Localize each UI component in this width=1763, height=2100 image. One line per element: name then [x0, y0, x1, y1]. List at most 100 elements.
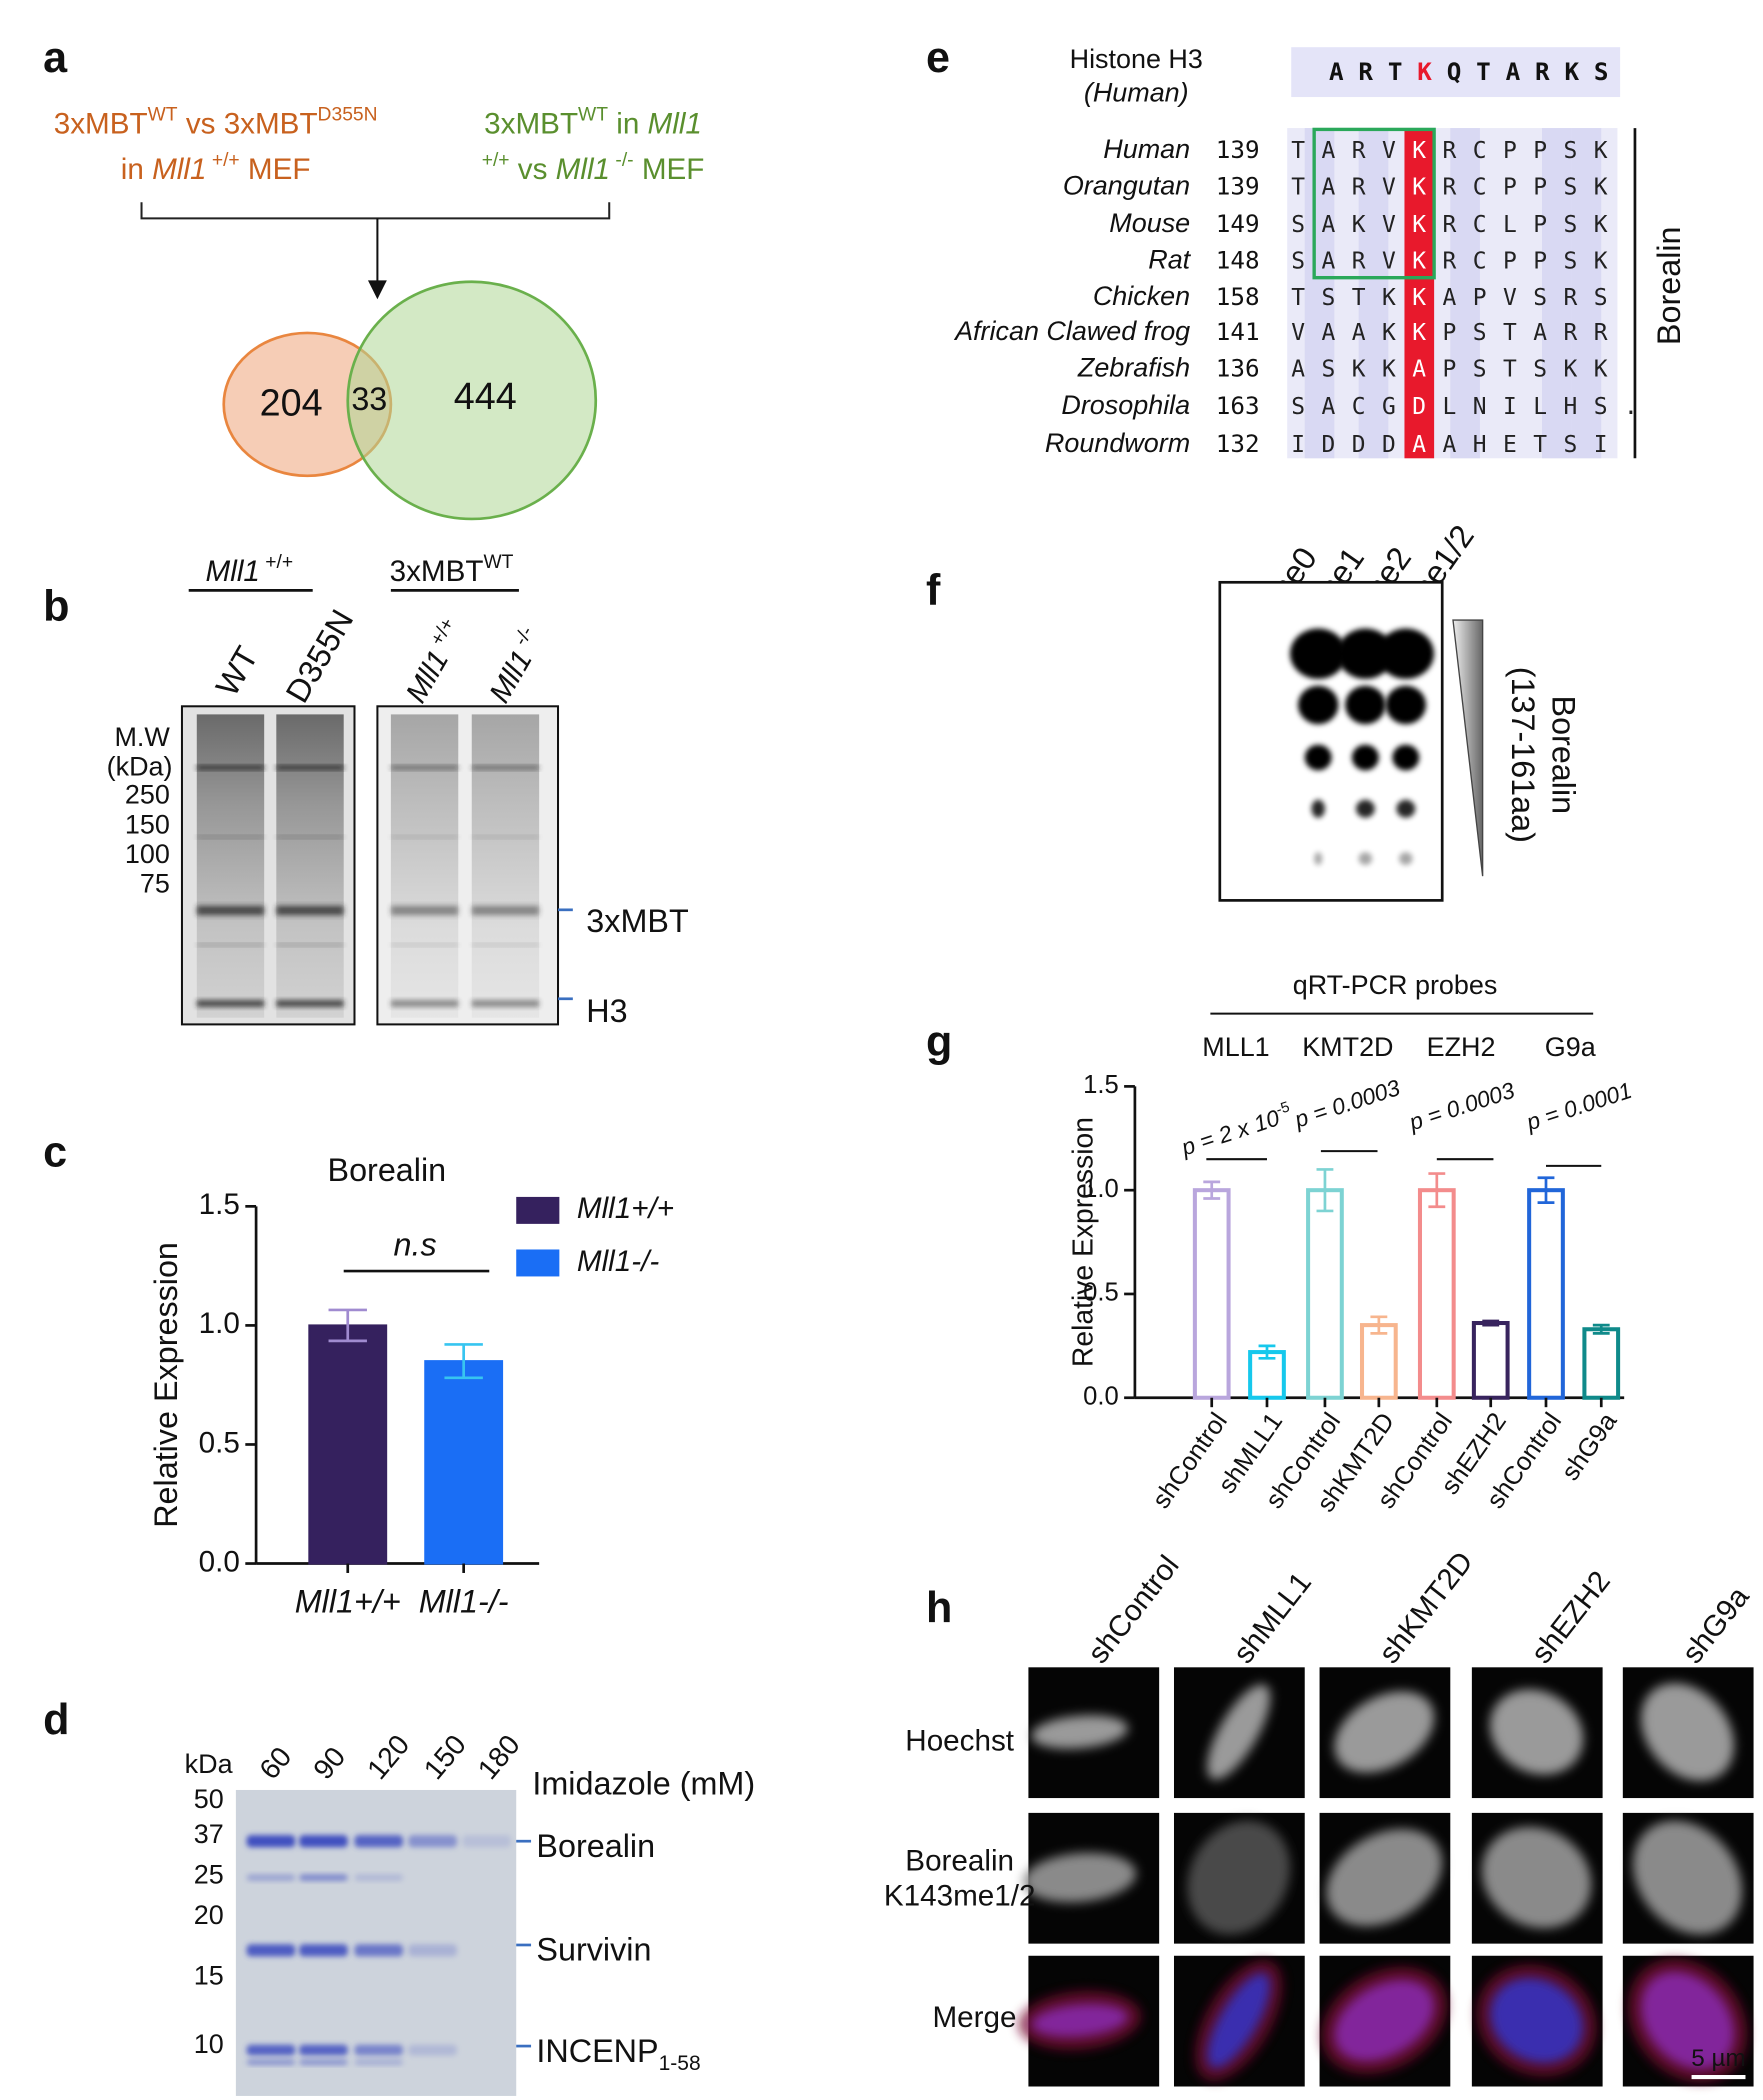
annotation: n.s: [394, 1226, 437, 1262]
mw-marker: 75: [140, 869, 170, 899]
nucleus: [1031, 1715, 1128, 1749]
residue: K: [1417, 57, 1446, 86]
gel-band: [246, 1944, 296, 1957]
sequence: VAAKKPSTARR: [1291, 319, 1624, 345]
blot-dot: [1399, 852, 1413, 866]
error-bar: [328, 1308, 367, 1343]
bar: [1471, 1321, 1510, 1400]
residue: P: [1533, 212, 1563, 238]
legend-swatch: [516, 1196, 560, 1224]
residue: A: [1321, 394, 1351, 420]
lane-label: 120: [361, 1728, 416, 1785]
blot-dot: [1311, 799, 1325, 818]
residue: T: [1533, 431, 1563, 457]
residue: S: [1563, 431, 1593, 457]
residue: K: [1352, 356, 1382, 382]
venn-right-title: +/+ vs Mll1 -/- MEF: [482, 150, 705, 186]
residue: S: [1533, 356, 1563, 382]
text-part: 3xMBT: [54, 107, 148, 140]
residue: I: [1291, 431, 1321, 457]
gel-band: [354, 1944, 404, 1957]
legend-label: Mll1+/+: [577, 1192, 674, 1225]
venn-right-title: 3xMBTWT in Mll1: [484, 104, 702, 140]
blot-label: Borealin: [1545, 696, 1581, 815]
species: Mouse: [1109, 208, 1190, 238]
text-part: WT: [483, 551, 513, 572]
gel-band: [354, 2044, 404, 2056]
text-part: vs: [510, 153, 556, 186]
error-bar: [1428, 1172, 1446, 1209]
x-tick-label: Mll1+/+: [295, 1584, 401, 1620]
lane-label: D355N: [279, 604, 360, 709]
residue: R: [1358, 57, 1387, 86]
gel-band: [408, 1835, 457, 1848]
residue: S: [1563, 212, 1593, 238]
start-position: 136: [1216, 353, 1260, 382]
residue: K: [1382, 284, 1412, 310]
residue: S: [1533, 284, 1563, 310]
bar: [1359, 1323, 1398, 1400]
residue: P: [1442, 356, 1472, 382]
gel-band: [390, 765, 459, 770]
error-bar: [1316, 1168, 1334, 1213]
residue: A: [1321, 248, 1351, 274]
residue: K: [1412, 212, 1442, 238]
blot-dot: [1377, 628, 1434, 679]
sequence: SACGDLNILHS.: [1291, 394, 1654, 420]
residue: T: [1388, 57, 1417, 86]
text-part: Mll1: [399, 645, 455, 709]
venn-left-title: in Mll1 +/+ MEF: [121, 150, 311, 186]
residue: A: [1321, 212, 1351, 238]
residue: V: [1382, 137, 1412, 163]
venn-count: 33: [351, 381, 387, 417]
residue: R: [1535, 57, 1564, 86]
residue: P: [1442, 319, 1472, 345]
residue: C: [1473, 174, 1503, 200]
residue: P: [1503, 174, 1533, 200]
gel-band: [276, 835, 344, 839]
blot-dot: [1351, 744, 1379, 771]
gel-band: [299, 2044, 348, 2056]
y-tick-label: 1.5: [1083, 1071, 1119, 1099]
gradient-triangle: [1452, 619, 1484, 877]
y-tick-label: 0.5: [199, 1426, 240, 1459]
lane-label: 150: [417, 1728, 472, 1785]
p-value: p = 2 x 10-5: [1177, 1099, 1295, 1160]
lane-label: 90: [307, 1740, 352, 1785]
residue: K: [1412, 174, 1442, 200]
alignment-col: [1571, 128, 1602, 459]
bar: [1582, 1327, 1621, 1400]
error-bar: [444, 1343, 483, 1380]
sequence: TARVKRCPPSK: [1291, 137, 1624, 163]
gel-lane: [471, 714, 540, 1018]
text-part: p = 0.0001: [1522, 1077, 1635, 1136]
residue: S: [1594, 57, 1623, 86]
stain: [1187, 1820, 1291, 1935]
band-label: Borealin: [536, 1827, 655, 1863]
residue: T: [1352, 284, 1382, 310]
gel-band: [299, 1944, 348, 1957]
mw-marker: 250: [125, 780, 170, 810]
gel-band: [471, 765, 540, 770]
h3-sequence: ARTKQTARKS: [1329, 57, 1623, 86]
text-part: +/+: [260, 551, 293, 572]
residue: S: [1321, 284, 1351, 310]
text-part: p = 0.0003: [1405, 1077, 1518, 1136]
residue: K: [1412, 137, 1442, 163]
group-label: MLL1: [1202, 1032, 1269, 1062]
row-label: Merge: [932, 2001, 1016, 2034]
text-part: 1-58: [659, 2052, 701, 2075]
band-label: INCENP1-58: [536, 2032, 700, 2074]
start-position: 158: [1216, 282, 1260, 311]
x-tick-label: shControl: [1147, 1408, 1233, 1514]
bar: [1527, 1188, 1565, 1400]
text-part: +/+: [206, 150, 239, 171]
mw-label: (kDa): [107, 751, 173, 781]
species: African Clawed frog: [953, 316, 1190, 346]
nucleus: [1334, 1691, 1435, 1773]
residue: A: [1321, 137, 1351, 163]
text-part: Mll1: [483, 645, 539, 709]
gel-band: [196, 765, 265, 770]
residue: R: [1442, 137, 1472, 163]
